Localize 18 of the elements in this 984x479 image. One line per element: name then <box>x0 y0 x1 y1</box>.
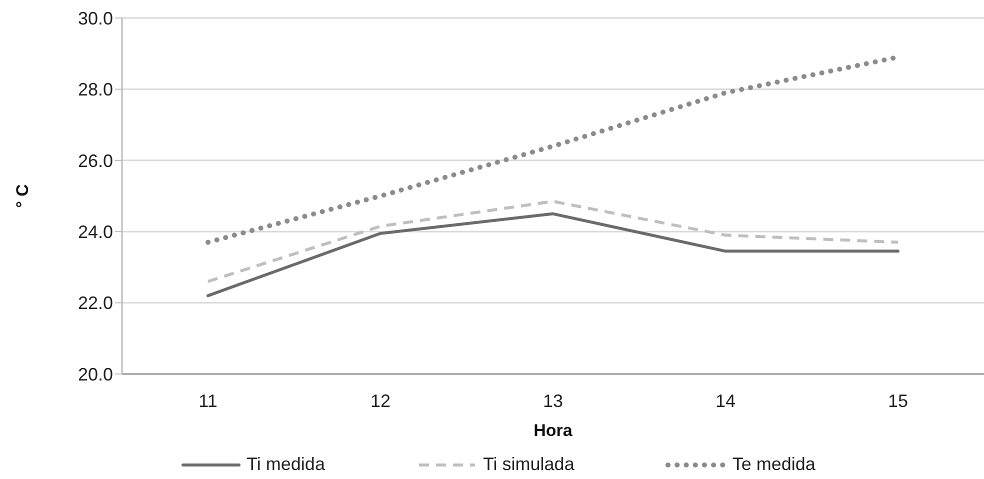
y-tick-label: 28.0 <box>78 80 113 100</box>
y-tick-label: 24.0 <box>78 222 113 242</box>
y-tick-label: 30.0 <box>78 8 113 28</box>
x-tick-label: 13 <box>542 390 564 411</box>
x-tick-label: 15 <box>888 390 908 411</box>
y-axis-title: ° C <box>13 184 32 208</box>
x-tick-label: 12 <box>370 390 391 411</box>
y-tick-label: 26.0 <box>78 150 113 171</box>
y-tick-label: 20.0 <box>78 364 113 384</box>
legend-label: Te medida <box>731 454 816 475</box>
line-series <box>206 212 900 298</box>
x-tick-label: 11 <box>198 390 218 411</box>
legend-label: Ti simulada <box>482 454 574 475</box>
x-tick-label: 14 <box>715 390 736 411</box>
line-series <box>206 200 900 283</box>
legend-label: Ti medida <box>246 454 325 475</box>
y-tick-label: 22.0 <box>78 293 113 314</box>
x-axis-title: Hora <box>534 421 573 440</box>
